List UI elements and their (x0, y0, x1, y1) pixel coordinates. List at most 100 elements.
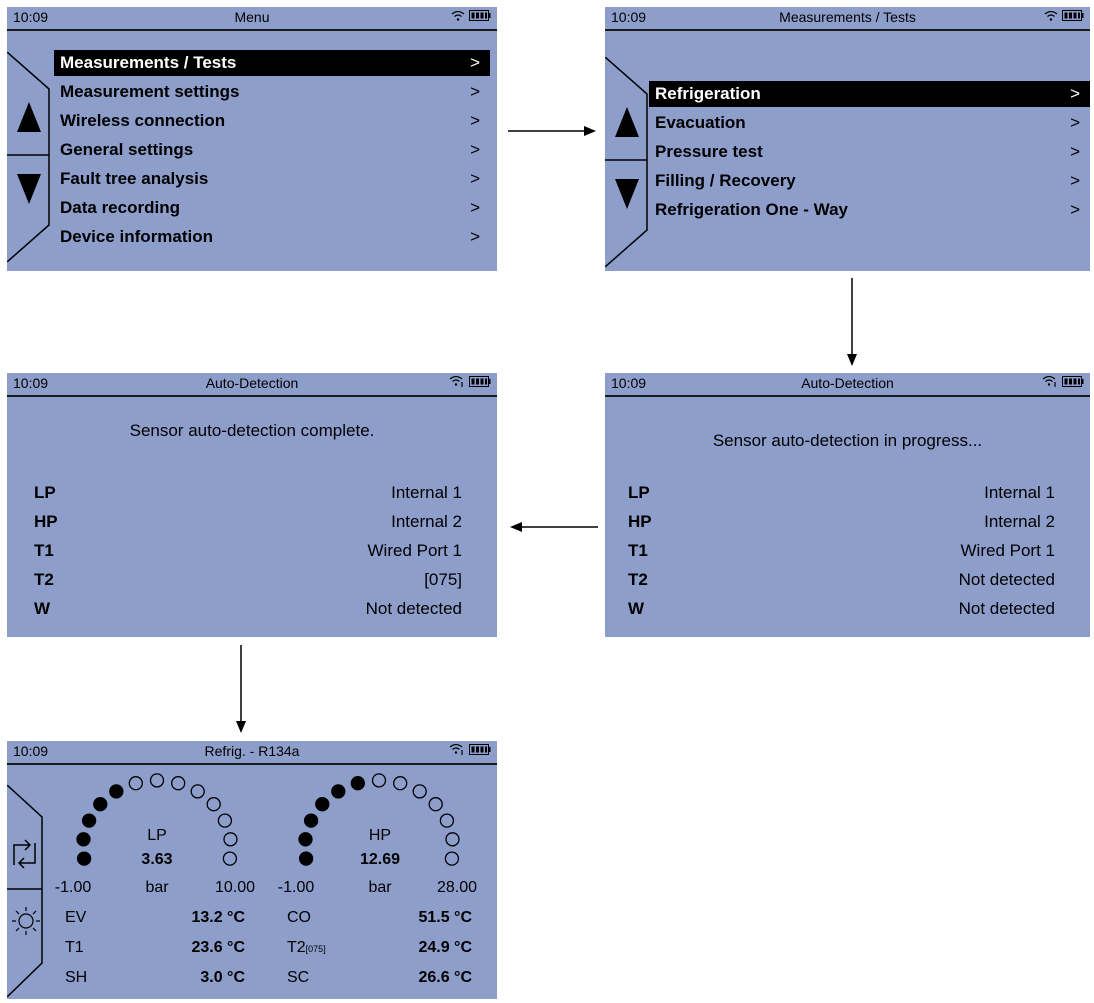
menu-item-measurement-settings[interactable]: Measurement settings > (60, 82, 480, 101)
sensor-row-w: W Not detected (34, 599, 462, 618)
nav-side-panel (7, 785, 43, 997)
wifi-icon (449, 744, 463, 755)
hp-dot-5 (350, 776, 365, 791)
swap-arrows-icon[interactable] (13, 839, 36, 869)
down-arrow-icon[interactable] (17, 174, 41, 204)
lp-dot-12 (222, 851, 238, 866)
menu-item-device-information[interactable]: Device information > (60, 227, 480, 246)
lp-dot-10 (217, 813, 233, 828)
hp-dot-7 (393, 776, 408, 791)
sensor-row-lp: LP Internal 1 (628, 483, 1055, 502)
menu-item-data-recording[interactable]: Data recording > (60, 198, 480, 217)
lp-dot-7 (171, 776, 186, 791)
hp-dot-1 (298, 832, 313, 847)
screen-title: Refrig. - R134a (204, 743, 300, 759)
sensor-row-hp: HP Internal 2 (628, 512, 1055, 531)
menu-screen: 10:09 Menu Measurements / Tests > Measur… (7, 7, 497, 271)
wifi-icon (449, 376, 463, 387)
autodetect-progress-screen: 10:09 Auto-Detection Sensor auto-detecti… (605, 373, 1090, 637)
battery-icon (469, 10, 491, 21)
menu-item-pressure-test[interactable]: Pressure test > (655, 142, 1080, 161)
sensor-row-t2: T2 Not detected (628, 570, 1055, 589)
hp-min: -1.00 (277, 879, 315, 896)
clock-time: 10:09 (611, 375, 647, 391)
hp-dot-10 (439, 813, 455, 828)
menu-item-measurements-tests[interactable]: Measurements / Tests > (54, 50, 490, 76)
lp-dot-5 (128, 776, 143, 791)
clock-time: 10:09 (13, 375, 49, 391)
reading-t2: T2[075] 24.9 °C (287, 939, 472, 956)
sensor-row-t2: T2 [075] (34, 570, 462, 589)
sensor-row-lp: LP Internal 1 (34, 483, 462, 502)
screen-title: Auto-Detection (205, 375, 299, 391)
sensor-row-w: W Not detected (628, 599, 1055, 618)
battery-icon (1062, 376, 1084, 387)
hp-dot-4 (331, 784, 346, 799)
status-message: Sensor auto-detection in progress... (712, 431, 983, 450)
hp-dot-6 (371, 773, 387, 788)
reading-t1: T1 23.6 °C (65, 939, 245, 956)
screen-title: Measurements / Tests (779, 9, 916, 25)
hp-dot-3 (315, 797, 330, 812)
menu-item-refrigeration[interactable]: Refrigeration > (649, 81, 1090, 107)
menu-item-evacuation[interactable]: Evacuation > (655, 113, 1080, 132)
lp-dot-3 (93, 797, 108, 812)
menu-item-filling-recovery[interactable]: Filling / Recovery > (655, 171, 1080, 190)
down-arrow-icon[interactable] (615, 179, 639, 209)
lp-dot-2 (81, 813, 97, 828)
hp-dot-2 (303, 813, 319, 828)
status-bar: 10:09 Auto-Detection (605, 373, 1090, 397)
status-message: Sensor auto-detection complete. (129, 421, 375, 440)
flow-arrow-right (508, 126, 596, 136)
lp-unit: bar (145, 879, 169, 896)
menu-item-wireless-connection[interactable]: Wireless connection > (60, 111, 480, 130)
menu-item-general-settings[interactable]: General settings > (60, 140, 480, 159)
menu-item-refrigeration-one-way[interactable]: Refrigeration One - Way > (655, 200, 1080, 219)
menu-item-fault-tree-analysis[interactable]: Fault tree analysis > (60, 169, 480, 188)
wifi-icon (1044, 10, 1058, 21)
hp-dot-8 (412, 784, 427, 799)
sensor-row-t1: T1 Wired Port 1 (34, 541, 462, 560)
clock-time: 10:09 (611, 9, 647, 25)
battery-icon (469, 744, 491, 755)
lp-dot-0 (76, 851, 92, 866)
up-arrow-icon[interactable] (615, 107, 639, 137)
sensor-row-hp: HP Internal 2 (34, 512, 462, 531)
refrigeration-screen: 10:09 Refrig. - R134a LP 3.63 bar -1.00 … (7, 741, 497, 999)
wifi-icon (451, 10, 465, 21)
up-arrow-icon[interactable] (17, 102, 41, 132)
status-bar: 10:09 Refrig. - R134a (7, 741, 497, 765)
hp-max: 28.00 (436, 879, 478, 896)
hp-value: 12.69 (359, 851, 401, 868)
reading-sh: SH 3.0 °C (65, 969, 245, 986)
reading-sc: SC 26.6 °C (287, 969, 472, 986)
nav-side-panel (7, 52, 50, 262)
status-bar: 10:09 Menu (7, 7, 497, 31)
hp-dot-0 (298, 851, 314, 866)
measurements-screen: 10:09 Measurements / Tests Refrigeration… (605, 7, 1090, 271)
sun-icon[interactable] (12, 907, 40, 935)
hp-dot-12 (444, 851, 460, 866)
flow-arrow-down-2 (236, 645, 246, 733)
flow-arrow-left (510, 522, 598, 532)
sensor-row-t1: T1 Wired Port 1 (628, 541, 1055, 560)
lp-min: -1.00 (54, 879, 92, 896)
autodetect-complete-screen: 10:09 Auto-Detection Sensor auto-detecti… (7, 373, 497, 637)
lp-dot-4 (109, 784, 124, 799)
hp-dot-9 (428, 797, 443, 812)
nav-side-panel (605, 57, 648, 267)
reading-ev: EV 13.2 °C (65, 909, 245, 926)
wifi-icon (1042, 376, 1056, 387)
screen-title: Auto-Detection (801, 375, 894, 391)
hp-label: HP (368, 827, 392, 844)
lp-dot-11 (223, 832, 238, 847)
hp-gauge-dots (298, 773, 460, 866)
reading-co: CO 51.5 °C (287, 909, 472, 926)
battery-icon (469, 376, 491, 387)
lp-dot-1 (76, 832, 91, 847)
lp-dot-8 (190, 784, 205, 799)
hp-unit: bar (368, 879, 392, 896)
lp-dot-9 (206, 797, 221, 812)
flow-arrow-down (847, 278, 857, 366)
screen-title: Menu (234, 9, 270, 25)
